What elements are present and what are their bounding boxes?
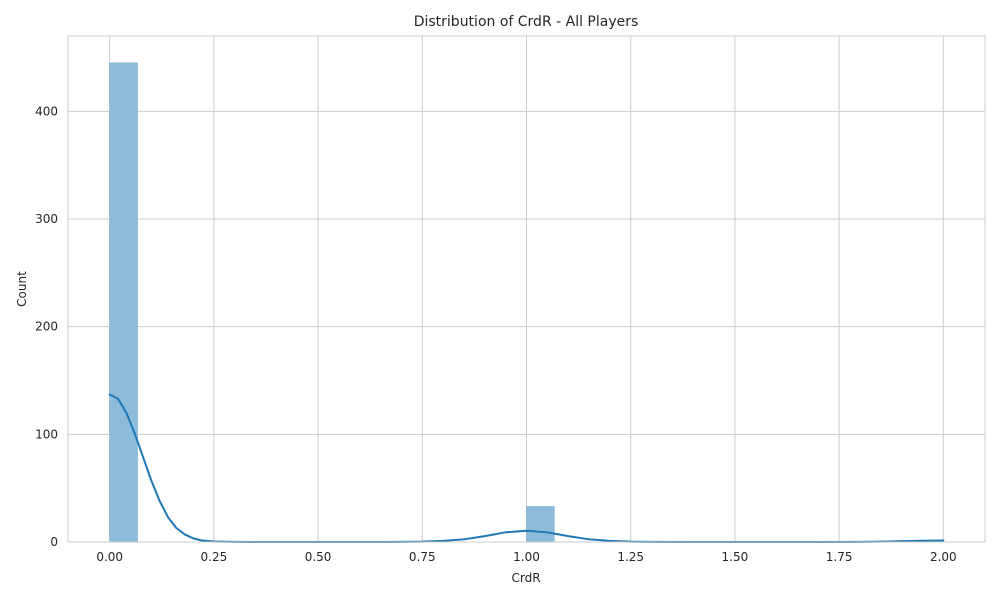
x-tick-label: 1.75 [826,550,853,564]
chart-title: Distribution of CrdR - All Players [414,14,639,30]
x-tick-label: 0.25 [201,550,228,564]
x-tick-label: 2.00 [930,550,957,564]
histogram-bar [109,62,138,543]
grid-lines [68,36,985,543]
x-tick-label: 1.00 [513,550,540,564]
tick-labels: 0.00 0.25 0.50 0.75 1.00 1.25 1.50 1.75 2.00 0 100… [35,104,957,564]
y-tick-label: 400 [35,104,58,118]
y-tick-label: 200 [35,320,58,334]
x-tick-label: 0.00 [96,550,123,564]
x-tick-label: 0.75 [409,550,436,564]
x-tick-label: 1.25 [617,550,644,564]
x-tick-label: 1.50 [722,550,749,564]
y-tick-label: 0 [50,535,58,549]
x-axis-label: CrdR [511,571,540,585]
y-tick-label: 100 [35,427,58,441]
y-tick-label: 300 [35,212,58,226]
histogram-bar [526,506,555,543]
x-tick-label: 0.50 [305,550,332,564]
y-axis-label: Count [15,271,29,307]
axes-frame [67,35,986,543]
